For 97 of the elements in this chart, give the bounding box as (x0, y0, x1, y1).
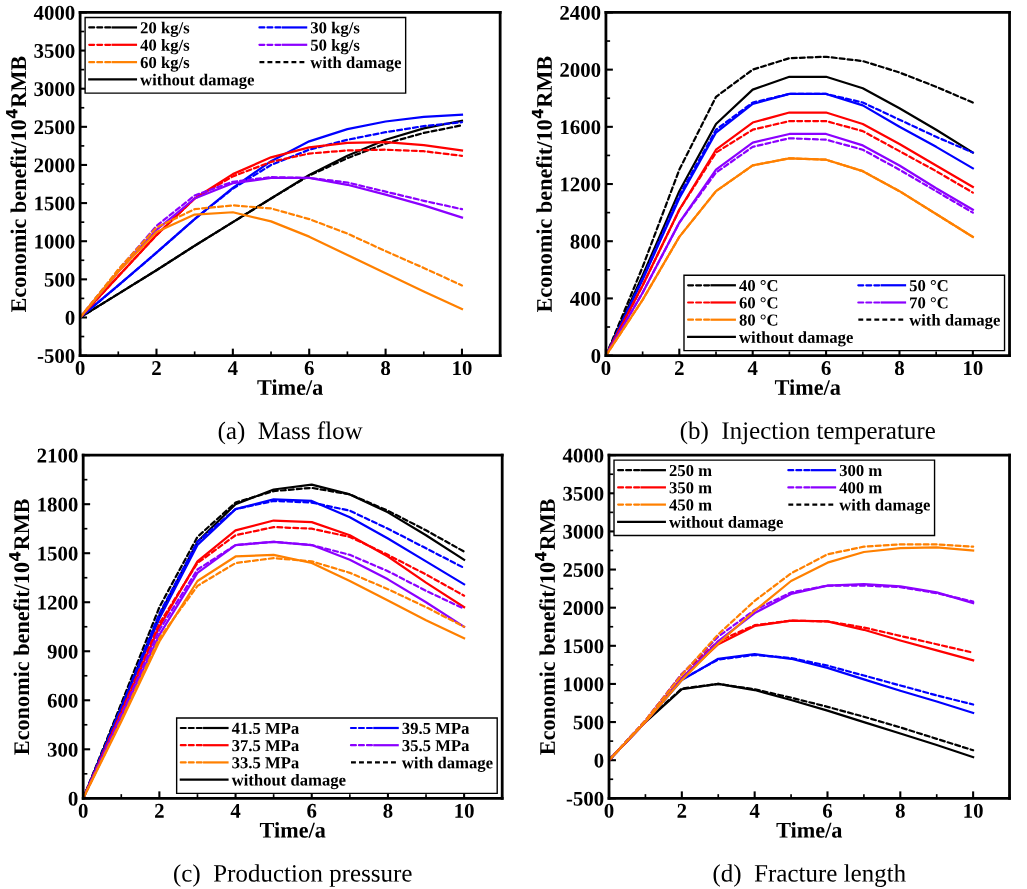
y-axis-title: Economic benefit/10$^{4}$RMB (9, 499, 30, 755)
x-tick-label: 2 (677, 803, 687, 818)
legend-label: 35.5 MPa (402, 740, 470, 752)
y-tick-label: 2000 (560, 63, 601, 78)
y-axis-title: Economic benefit/10$^{4}$RMB (531, 56, 552, 313)
y-tick-label: 400 (570, 291, 601, 306)
x-tick-label: 10 (455, 803, 474, 818)
x-tick-label: 10 (964, 361, 983, 376)
x-tick-label: 4 (749, 803, 760, 818)
legend-label: 50 °C (909, 280, 948, 292)
x-tick-label: 4 (747, 361, 758, 375)
y-tick-label: 1800 (38, 497, 78, 512)
legend-label: 60 °C (739, 297, 778, 309)
x-tick-label: 2 (152, 361, 161, 375)
y-tick-label: 4000 (562, 448, 604, 463)
y-tick-label: 2500 (563, 562, 604, 577)
legend-label: without damage (231, 773, 346, 790)
legend-label: 50 kg/s (310, 39, 360, 55)
x-tick-label: 0 (78, 803, 88, 818)
y-tick-label: 0 (591, 348, 601, 364)
legend-label: 80 °C (739, 314, 778, 326)
x-tick-label: 4 (227, 361, 238, 375)
y-tick-label: 1500 (35, 196, 75, 211)
legend-label: 37.5 MPa (232, 740, 299, 752)
legend-label: 41.5 MPa (231, 722, 299, 735)
y-tick-label: 1200 (38, 595, 78, 610)
y-tick-label: 2000 (34, 158, 75, 173)
y-tick-label: 3000 (34, 82, 75, 97)
y-tick-label: -500 (566, 791, 604, 806)
legend-label: 40 kg/s (140, 39, 190, 55)
legend-label: 450 m (669, 499, 712, 511)
legend-label: with damage (401, 756, 493, 772)
y-tick-label: 1000 (35, 234, 75, 249)
x-tick-label: 10 (964, 803, 983, 818)
legend-label: 300 m (839, 464, 882, 477)
y-tick-label: 1600 (561, 120, 601, 135)
x-tick-label: 2 (674, 361, 684, 375)
legend-label: 400 m (839, 482, 882, 494)
x-tick-label: 8 (894, 361, 904, 376)
legend-label: 250 m (669, 464, 712, 477)
legend-label: with damage (909, 313, 1000, 330)
legend-label: with damage (839, 498, 930, 515)
x-tick-label: 8 (381, 361, 391, 376)
legend-label: 20 kg/s (140, 21, 190, 37)
y-axis-title: Economic benefit/10$^{4}$RMB (6, 56, 27, 313)
legend-label: 350 m (669, 482, 712, 494)
text: (c) Production pressure (174, 864, 412, 887)
text: (b) Injection temperature (680, 421, 935, 445)
y-tick-label: 500 (573, 715, 604, 730)
y-tick-label: 0 (68, 791, 78, 806)
text: (d) Fracture length (713, 864, 906, 887)
x-axis-title: Time/a (257, 379, 323, 395)
legend-label: 33.5 MPa (232, 757, 299, 769)
x-axis-title: Time/a (776, 822, 843, 838)
y-tick-label: 2000 (563, 601, 604, 616)
x-tick-label: 6 (821, 361, 831, 376)
y-tick-label: 2400 (560, 5, 601, 20)
x-tick-label: 6 (307, 803, 317, 818)
y-tick-label: 1500 (38, 546, 78, 561)
x-tick-label: 8 (895, 803, 905, 818)
y-tick-label: -500 (37, 348, 75, 364)
y-tick-label: 0 (65, 310, 75, 325)
y-tick-label: 3000 (563, 524, 604, 539)
x-tick-label: 6 (304, 361, 314, 376)
x-tick-label: 0 (604, 803, 614, 818)
x-tick-label: 6 (822, 803, 833, 818)
x-axis-title: Time/a (774, 379, 841, 395)
x-axis-title: Time/a (259, 822, 326, 838)
y-tick-label: 1200 (561, 177, 601, 192)
y-tick-label: 2500 (34, 120, 75, 135)
x-tick-label: 10 (453, 361, 472, 376)
y-tick-label: 2100 (37, 448, 78, 463)
legend-label: 30 kg/s (310, 21, 360, 37)
x-tick-label: 2 (155, 803, 164, 818)
legend-label: without damage (739, 331, 853, 347)
legend-label: without damage (669, 516, 783, 532)
legend-label: 70 °C (910, 297, 948, 309)
y-tick-label: 600 (47, 693, 78, 708)
x-tick-label: 8 (383, 803, 393, 818)
y-tick-label: 3500 (34, 43, 75, 59)
y-axis-title: Economic benefit/10$^{4}$RMB (534, 499, 556, 755)
x-tick-label: 4 (230, 803, 241, 818)
y-tick-label: 4000 (33, 5, 75, 20)
y-tick-label: 900 (47, 644, 78, 659)
y-tick-label: 500 (44, 272, 75, 287)
text: (a) Mass flow (218, 421, 363, 445)
y-tick-label: 1000 (564, 677, 604, 692)
y-tick-label: 800 (570, 234, 601, 249)
legend-label: 60 kg/s (140, 56, 190, 72)
y-tick-label: 300 (47, 742, 78, 757)
legend-label: without damage (140, 73, 255, 89)
y-tick-label: 1500 (564, 639, 604, 654)
legend-label: 39.5 MPa (402, 722, 470, 735)
y-tick-label: 3500 (563, 486, 604, 501)
legend-label: with damage (310, 56, 402, 72)
y-tick-label: 0 (594, 753, 604, 768)
legend-label: 40 °C (739, 280, 778, 292)
